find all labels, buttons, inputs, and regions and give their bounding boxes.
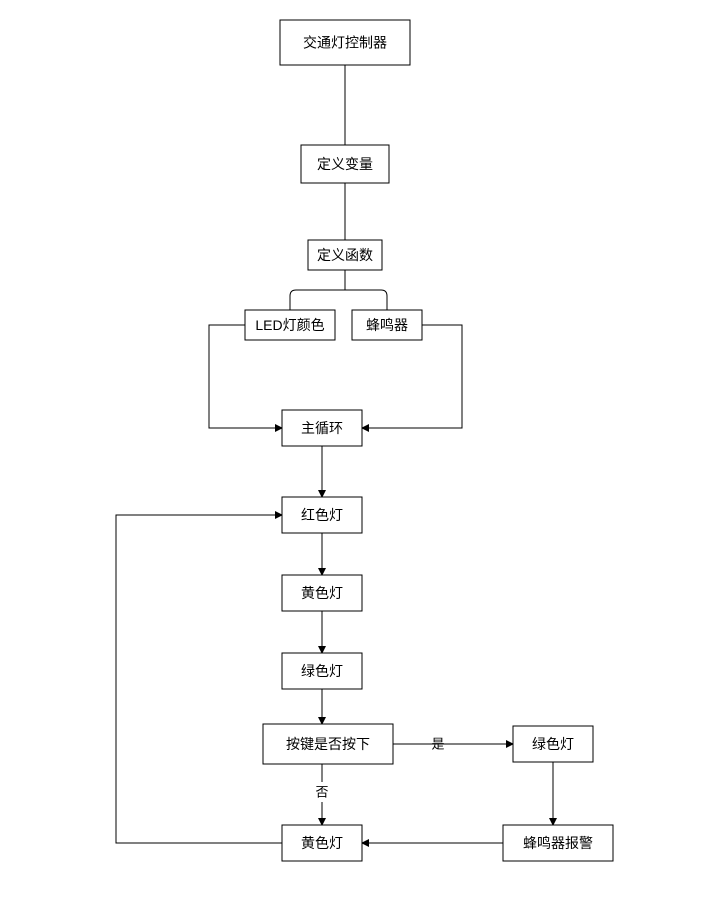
node-label: 定义变量 — [317, 156, 373, 172]
node-n4: LED灯颜色 — [245, 310, 335, 340]
node-label: 交通灯控制器 — [303, 35, 387, 51]
node-n2: 定义变量 — [301, 145, 389, 183]
edge-label: 是 — [431, 737, 444, 752]
edge — [345, 290, 387, 310]
node-n7: 红色灯 — [282, 497, 362, 533]
node-n13: 黄色灯 — [282, 825, 362, 861]
edge-label: 否 — [315, 785, 328, 800]
node-n9: 绿色灯 — [282, 653, 362, 689]
node-label: 蜂鸣器 — [366, 317, 408, 333]
node-label: 定义函数 — [317, 247, 373, 263]
node-label: 蜂鸣器报警 — [523, 835, 593, 851]
node-label: 主循环 — [301, 420, 343, 436]
node-label: 绿色灯 — [301, 663, 343, 679]
node-n12: 蜂鸣器报警 — [503, 825, 613, 861]
node-n8: 黄色灯 — [282, 575, 362, 611]
edge — [116, 515, 282, 843]
edge — [290, 290, 345, 310]
node-n10: 按键是否按下 — [263, 724, 393, 764]
node-n6: 主循环 — [282, 410, 362, 446]
node-n5: 蜂鸣器 — [352, 310, 422, 340]
node-label: LED灯颜色 — [255, 317, 324, 333]
node-label: 黄色灯 — [301, 835, 343, 851]
node-label: 红色灯 — [301, 507, 343, 523]
nodes-group: 交通灯控制器定义变量定义函数LED灯颜色蜂鸣器主循环红色灯黄色灯绿色灯按键是否按… — [245, 20, 613, 861]
node-n3: 定义函数 — [308, 240, 382, 270]
node-n1: 交通灯控制器 — [280, 20, 410, 65]
node-label: 黄色灯 — [301, 585, 343, 601]
node-label: 按键是否按下 — [286, 736, 370, 752]
node-n11: 绿色灯 — [513, 726, 593, 762]
node-label: 绿色灯 — [532, 736, 574, 752]
flowchart-diagram: 是否交通灯控制器定义变量定义函数LED灯颜色蜂鸣器主循环红色灯黄色灯绿色灯按键是… — [0, 0, 717, 918]
